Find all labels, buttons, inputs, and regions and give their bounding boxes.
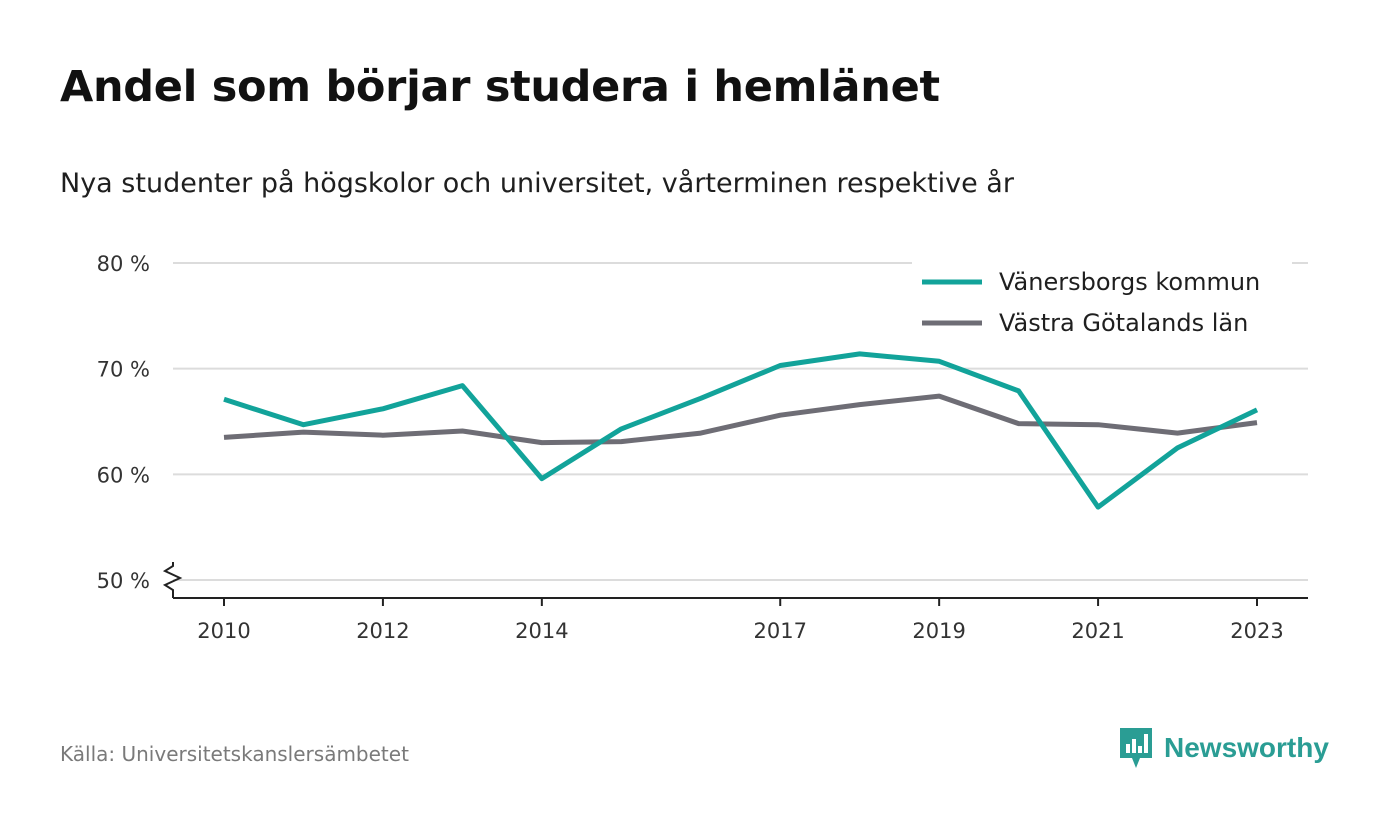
legend-label: Västra Götalands län (999, 309, 1248, 337)
y-tick-label: 70 % (97, 358, 150, 382)
axes: 50 % 60 % 70 % 80 % 2010 2012 2014 2017 2019 2021… (97, 252, 1308, 643)
brand-logo: Newsworthy (1118, 726, 1329, 770)
bar-chart-badge-icon (1120, 728, 1152, 768)
brand-name: Newsworthy (1164, 732, 1329, 763)
legend: Vänersborgs kommun Västra Götalands län (912, 262, 1292, 348)
page-subtitle: Nya studenter på högskolor och universit… (60, 168, 1014, 199)
x-tick-label: 2021 (1071, 619, 1124, 643)
legend-background (912, 262, 1292, 348)
y-tick-label: 80 % (97, 252, 150, 276)
source-note: Källa: Universitetskanslersämbetet (60, 742, 409, 766)
series-line-1 (223, 351, 1259, 510)
y-tick-label: 60 % (97, 463, 150, 487)
axis-break-icon (162, 562, 183, 598)
x-tick-label: 2012 (356, 619, 409, 643)
x-tick-label: 2019 (912, 619, 965, 643)
line-chart: 50 % 60 % 70 % 80 % 2010 2012 2014 2017 2019 2021… (97, 252, 1308, 643)
x-tick-label: 2014 (515, 619, 568, 643)
x-tick-label: 2010 (197, 619, 250, 643)
series-lines (223, 351, 1259, 510)
legend-label: Vänersborgs kommun (999, 268, 1260, 296)
x-tick-label: 2023 (1230, 619, 1283, 643)
series-line-2 (223, 393, 1258, 446)
page-title: Andel som börjar studera i hemlänet (60, 62, 940, 112)
x-tick-label: 2017 (754, 619, 807, 643)
y-tick-label: 50 % (97, 569, 150, 593)
